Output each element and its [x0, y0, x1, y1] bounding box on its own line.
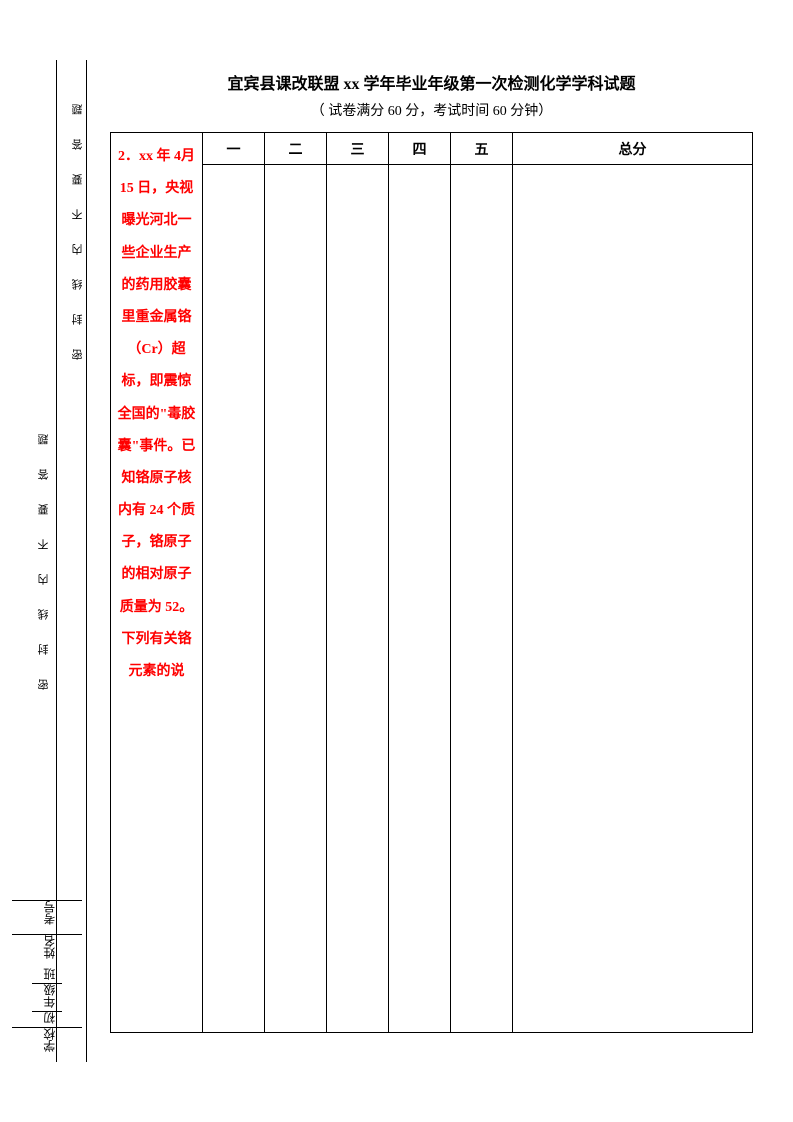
- blank-school: [12, 1027, 82, 1028]
- field-number: 考号: [43, 901, 57, 925]
- table-score-row: [111, 165, 753, 1033]
- exam-title: 宜宾县课改联盟 xx 学年毕业年级第一次检测化学学科试题: [110, 70, 753, 94]
- header-3: 三: [327, 133, 389, 165]
- field-grade: 年级: [43, 984, 57, 1008]
- blank-grade: [32, 983, 62, 984]
- student-fields: 学校 初 年级 班 姓名 考号: [12, 900, 82, 1052]
- field-class: 班: [43, 968, 57, 980]
- exam-subtitle: （ 试卷满分 60 分，考试时间 60 分钟）: [110, 100, 753, 120]
- blank-number: [12, 900, 82, 901]
- header-4: 四: [389, 133, 451, 165]
- header-2: 二: [265, 133, 327, 165]
- score-cell-5: [451, 165, 513, 1033]
- score-table: 2．xx 年 4月 15 日，央视曝光河北一些企业生产的药用胶囊里重金属铬（Cr…: [110, 132, 753, 1033]
- score-cell-2: [265, 165, 327, 1033]
- score-cell-total: [513, 165, 753, 1033]
- field-grade-prefix: 初: [43, 1012, 57, 1024]
- score-cell-1: [203, 165, 265, 1033]
- header-total: 总分: [513, 133, 753, 165]
- header-5: 五: [451, 133, 513, 165]
- field-school: 学校: [43, 1028, 57, 1052]
- exam-page: 密封线内不要答题 密封线内不要答题 学校 初 年级 班 姓名 考号 宜宾县课改联…: [0, 0, 793, 1122]
- title-block: 宜宾县课改联盟 xx 学年毕业年级第一次检测化学学科试题 （ 试卷满分 60 分…: [110, 70, 753, 120]
- binding-line-outer: [86, 60, 87, 1062]
- binding-margin: 密封线内不要答题 密封线内不要答题 学校 初 年级 班 姓名 考号: [8, 60, 103, 1062]
- student-info-column: 学校 初 年级 班 姓名 考号: [8, 60, 32, 1062]
- header-1: 一: [203, 133, 265, 165]
- blank-name: [12, 934, 82, 935]
- blank-grade-prefix: [32, 1011, 62, 1012]
- score-cell-3: [327, 165, 389, 1033]
- seal-text-inner: 密封线内不要答题: [36, 410, 52, 690]
- table-header-row: 2．xx 年 4月 15 日，央视曝光河北一些企业生产的药用胶囊里重金属铬（Cr…: [111, 133, 753, 165]
- score-cell-4: [389, 165, 451, 1033]
- seal-text-outer: 密封线内不要答题: [70, 80, 86, 360]
- field-name: 姓名: [43, 935, 57, 959]
- question-cell: 2．xx 年 4月 15 日，央视曝光河北一些企业生产的药用胶囊里重金属铬（Cr…: [111, 133, 203, 1033]
